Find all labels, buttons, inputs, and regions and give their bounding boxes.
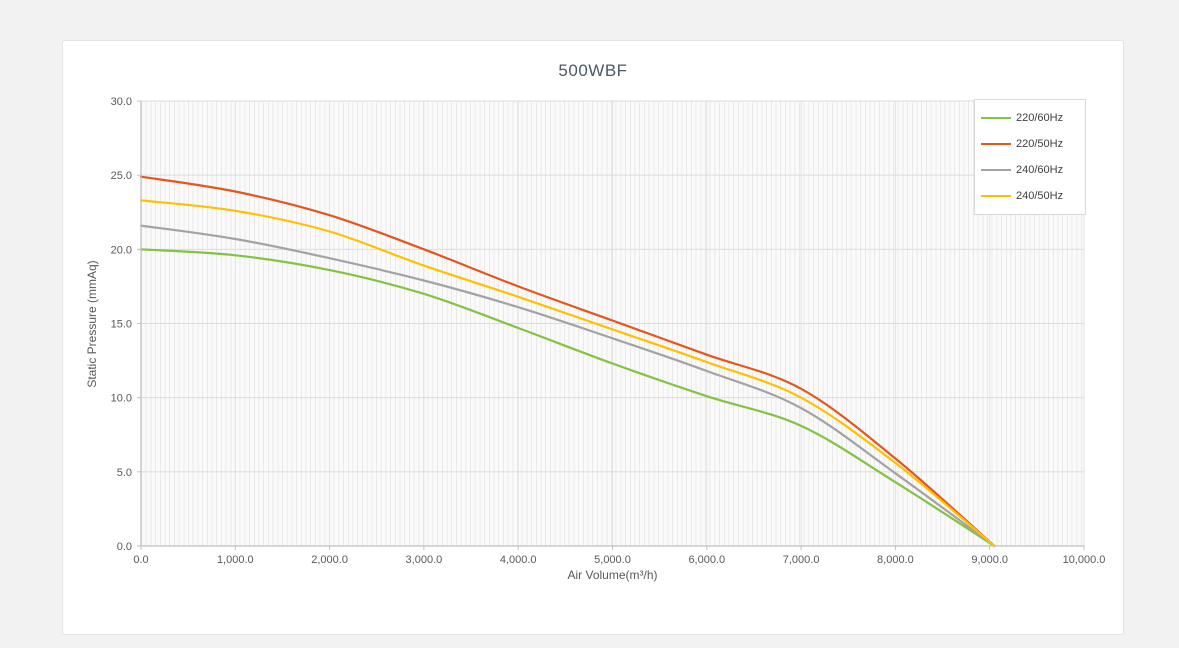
legend-label: 220/60Hz [1016,112,1064,124]
y-tick-label: 0.0 [117,541,132,553]
x-tick-label: 9,000.0 [971,554,1008,566]
legend-swatch-icon [981,116,1011,120]
y-tick-label: 5.0 [117,467,132,479]
plot-svg: 0.0 1,000.0 2,000.0 3,000.0 4,000.0 5,000.0 6,… [111,96,1106,566]
x-tick-label: 1,000.0 [217,554,254,566]
legend-item: 220/50Hz [981,131,1079,157]
series-line-240/60Hz [139,224,996,548]
y-tick-label: 20.0 [111,244,132,256]
legend-label: 220/50Hz [1016,138,1064,150]
x-tick-label: 5,000.0 [594,554,631,566]
series-line-220/60Hz [139,248,996,548]
y-tick-label: 15.0 [111,319,132,331]
legend-swatch-icon [981,168,1011,172]
x-tick-label: 4,000.0 [500,554,537,566]
y-tick-label: 10.0 [111,393,132,405]
chart-title: 500WBF [558,61,628,80]
legend: 220/60Hz 220/50Hz 240/60Hz 240/50Hz [974,99,1086,215]
chart-card: 500WBF 0.0 1,000.0 2,000.0 3,000.0 4,000.0 5,… [62,40,1124,635]
x-axis-label: Air Volume(m³/h) [567,568,658,582]
legend-swatch-icon [981,142,1011,146]
series-line-220/50Hz [139,175,996,548]
x-tick-label: 2,000.0 [311,554,348,566]
y-axis-label: Static Pressure (mmAq) [85,260,99,388]
legend-item: 220/60Hz [981,105,1079,131]
series-line-240/50Hz [139,199,996,548]
y-tick-label: 25.0 [111,170,132,182]
plot-area: 0.0 1,000.0 2,000.0 3,000.0 4,000.0 5,000.0 6,… [111,96,1106,566]
x-tick-label: 8,000.0 [877,554,914,566]
x-tick-label: 0.0 [133,554,148,566]
x-tick-label: 6,000.0 [688,554,725,566]
legend-label: 240/50Hz [1016,190,1064,202]
x-tick-label: 7,000.0 [783,554,820,566]
legend-swatch-icon [981,194,1011,198]
legend-item: 240/60Hz [981,157,1079,183]
x-tick-label: 3,000.0 [406,554,443,566]
x-tick-label: 10,000.0 [1063,554,1106,566]
y-tick-label: 30.0 [111,96,132,108]
legend-label: 240/60Hz [1016,164,1064,176]
legend-item: 240/50Hz [981,183,1079,209]
